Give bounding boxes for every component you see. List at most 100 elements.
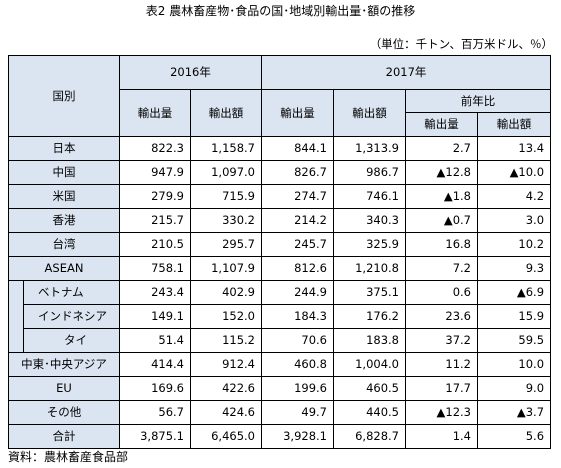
row-label: 中国 <box>8 160 120 185</box>
cell-value-2016: 1,097.0 <box>190 160 262 185</box>
table-row: ベトナム 243.4 402.9 244.9 375.1 0.6 ▲6.9 <box>8 280 552 353</box>
cell-yoy-volume: 17.7 <box>405 376 478 401</box>
year-2016-header: 2016年 <box>119 55 262 90</box>
cell-value-2017: 1,313.9 <box>333 136 406 161</box>
cell-volume-2016: 51.4 <box>119 328 191 353</box>
row-label: タイ <box>23 328 120 353</box>
year-2017-header: 2017年 <box>260 55 552 90</box>
row-label: 米国 <box>8 184 120 209</box>
cell-value-2017: 460.5 <box>333 376 406 401</box>
cell-yoy-volume: 23.6 <box>405 304 478 329</box>
table-row: インドネシア 149.1 152.0 184.3 176.2 23.6 15.9 <box>9 304 552 329</box>
cell-volume-2016: 210.5 <box>119 232 191 257</box>
cell-value-2016: 152.0 <box>190 304 262 329</box>
cell-yoy-volume: 7.2 <box>405 256 478 281</box>
table-row: 中東･中央アジア 414.4 912.4 460.8 1,004.0 11.2 … <box>8 352 552 377</box>
table-row: ASEAN 758.1 1,107.9 812.6 1,210.8 7.2 9.… <box>8 256 552 281</box>
cell-volume-2016: 758.1 <box>119 256 191 281</box>
cell-value-2016: 715.9 <box>190 184 262 209</box>
cell-volume-2016: 279.9 <box>119 184 191 209</box>
cell-yoy-value: 10.0 <box>476 352 552 377</box>
cell-volume-2017: 274.7 <box>261 184 334 209</box>
table-row-total: 合計 3,875.1 6,465.0 3,928.1 6,828.7 1.4 5… <box>8 424 552 449</box>
row-label: その他 <box>8 400 120 425</box>
cell-volume-2016: 215.7 <box>119 208 191 233</box>
cell-value-2016: 330.2 <box>190 208 262 233</box>
table-row: 日本 822.3 1,158.7 844.1 1,313.9 2.7 13.4 <box>8 136 552 161</box>
row-label: 中東･中央アジア <box>8 352 120 377</box>
cell-yoy-volume: 2.7 <box>405 136 478 161</box>
cell-volume-2016: 822.3 <box>119 136 191 161</box>
cell-volume-2017: 844.1 <box>261 136 334 161</box>
value-2016-header: 輸出額 <box>190 89 262 137</box>
value-2017-header: 輸出額 <box>333 89 406 137</box>
cell-yoy-value: 10.2 <box>476 232 552 257</box>
cell-volume-2017: 812.6 <box>261 256 334 281</box>
cell-yoy-value: 3.0 <box>476 208 552 233</box>
cell-volume-2016: 56.7 <box>119 400 191 425</box>
unit-note: （単位：千トン、百万米ドル、％） <box>369 37 553 51</box>
cell-yoy-volume: ▲0.7 <box>405 208 478 233</box>
cell-yoy-volume: ▲12.3 <box>405 400 478 425</box>
cell-yoy-volume: 11.2 <box>405 352 478 377</box>
row-label: EU <box>8 376 120 401</box>
cell-yoy-value: 13.4 <box>476 136 552 161</box>
cell-value-2017: 6,828.7 <box>333 424 406 449</box>
cell-value-2016: 1,107.9 <box>190 256 262 281</box>
table-row: 中国 947.9 1,097.0 826.7 986.7 ▲12.8 ▲10.0 <box>8 160 552 185</box>
cell-value-2017: 986.7 <box>333 160 406 185</box>
table-row: 香港 215.7 330.2 214.2 340.3 ▲0.7 3.0 <box>8 208 552 233</box>
cell-value-2016: 6,465.0 <box>190 424 262 449</box>
cell-yoy-value: 9.0 <box>476 376 552 401</box>
cell-value-2017: 325.9 <box>333 232 406 257</box>
cell-yoy-volume: 1.4 <box>405 424 478 449</box>
cell-value-2017: 1,210.8 <box>333 256 406 281</box>
cell-volume-2017: 244.9 <box>261 280 334 305</box>
cell-yoy-volume: 0.6 <box>405 280 478 305</box>
cell-yoy-value: ▲6.9 <box>476 280 552 305</box>
cell-yoy-value: ▲3.7 <box>476 400 552 425</box>
indent-spacer <box>8 280 24 353</box>
cell-volume-2017: 184.3 <box>261 304 334 329</box>
cell-value-2017: 746.1 <box>333 184 406 209</box>
table-row: 米国 279.9 715.9 274.7 746.1 ▲1.8 4.2 <box>8 184 552 209</box>
cell-yoy-volume: 16.8 <box>405 232 478 257</box>
row-label: 台湾 <box>8 232 120 257</box>
cell-yoy-value: 5.6 <box>476 424 552 449</box>
region-header: 国別 <box>8 55 120 137</box>
cell-value-2017: 183.8 <box>333 328 406 353</box>
row-label: 合計 <box>8 424 120 449</box>
cell-volume-2016: 3,875.1 <box>119 424 191 449</box>
row-label: 香港 <box>8 208 120 233</box>
table-title: 表2 農林畜産物･食品の国･地域別輸出量･額の推移 <box>145 4 416 18</box>
yoy-header: 前年比 <box>404 89 552 113</box>
cell-yoy-value: 59.5 <box>476 328 552 353</box>
cell-volume-2017: 49.7 <box>261 400 334 425</box>
cell-volume-2016: 169.6 <box>119 376 191 401</box>
cell-value-2017: 440.5 <box>333 400 406 425</box>
yoy-value-header: 輸出額 <box>476 112 552 137</box>
cell-volume-2017: 460.8 <box>261 352 334 377</box>
table-row: その他 56.7 424.6 49.7 440.5 ▲12.3 ▲3.7 <box>8 400 552 425</box>
cell-value-2017: 1,004.0 <box>333 352 406 377</box>
cell-yoy-volume: ▲12.8 <box>405 160 478 185</box>
volume-2017-header: 輸出量 <box>261 89 334 137</box>
cell-value-2016: 295.7 <box>190 232 262 257</box>
row-label: ASEAN <box>8 256 120 281</box>
cell-volume-2016: 414.4 <box>119 352 191 377</box>
cell-value-2016: 402.9 <box>190 280 262 305</box>
cell-value-2017: 176.2 <box>333 304 406 329</box>
cell-volume-2017: 245.7 <box>261 232 334 257</box>
cell-volume-2017: 826.7 <box>261 160 334 185</box>
cell-yoy-value: 9.3 <box>476 256 552 281</box>
cell-value-2016: 912.4 <box>190 352 262 377</box>
cell-volume-2017: 214.2 <box>261 208 334 233</box>
cell-value-2017: 375.1 <box>333 280 406 305</box>
yoy-volume-header: 輸出量 <box>405 112 478 137</box>
cell-yoy-volume: 37.2 <box>405 328 478 353</box>
cell-yoy-value: ▲10.0 <box>476 160 552 185</box>
cell-value-2017: 340.3 <box>333 208 406 233</box>
cell-value-2016: 424.6 <box>190 400 262 425</box>
cell-value-2016: 115.2 <box>190 328 262 353</box>
cell-value-2016: 1,158.7 <box>190 136 262 161</box>
